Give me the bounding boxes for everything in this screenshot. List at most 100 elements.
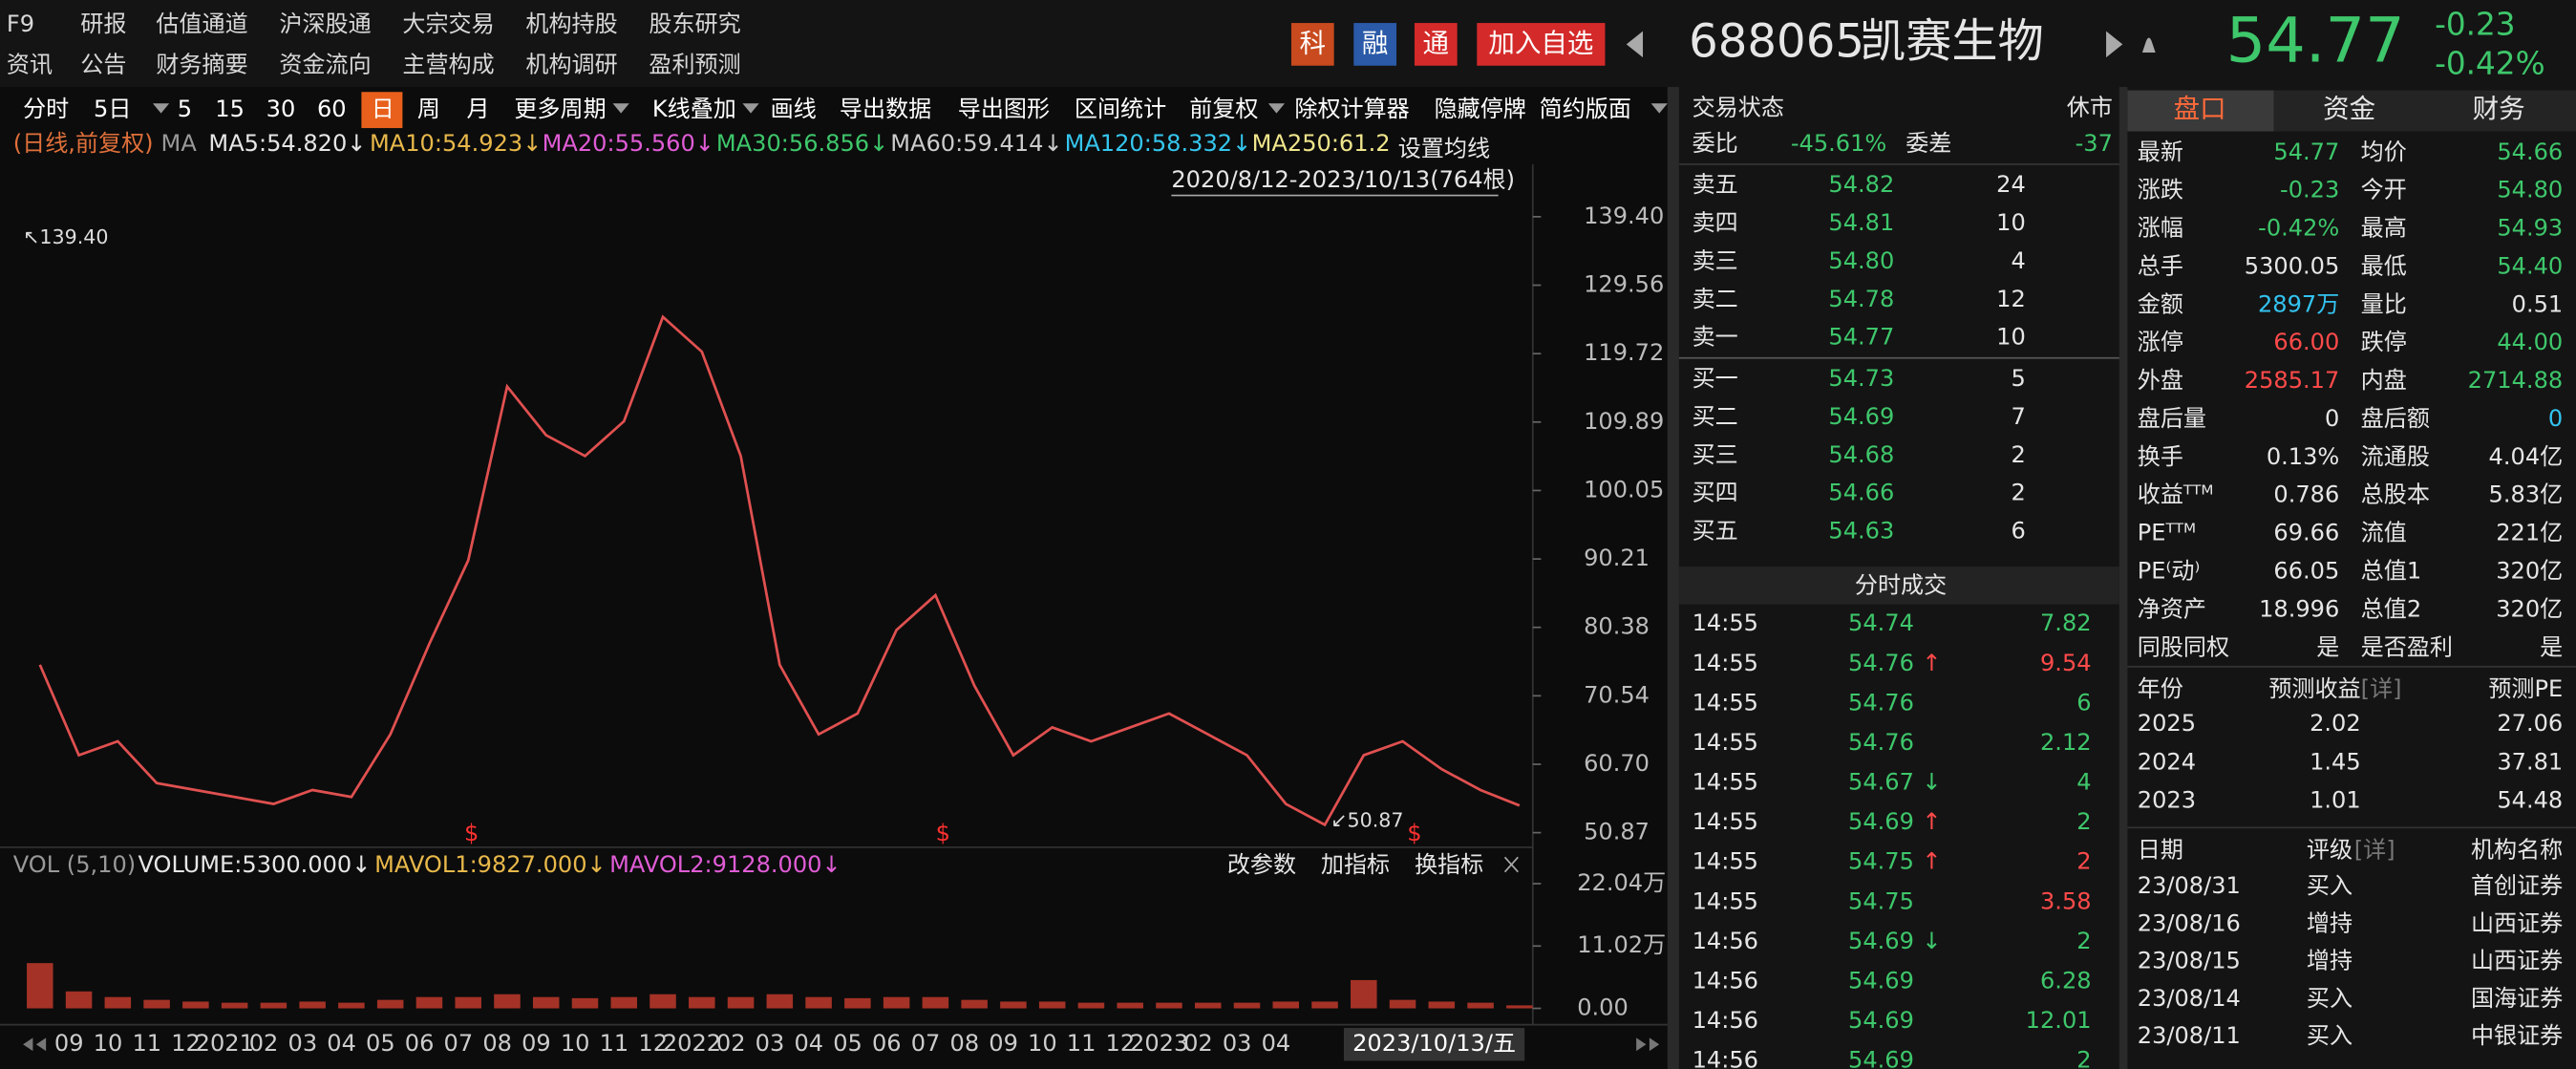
rating-broker: 国海证券 — [2471, 985, 2563, 1012]
toolbar-button[interactable]: 除权计算器 — [1294, 96, 1409, 122]
stat-value: 66.05 — [2273, 558, 2339, 585]
table-header: 日期 — [2138, 836, 2183, 863]
stat-value: 54.93 — [2497, 215, 2563, 242]
toolbar-button[interactable]: 周 — [417, 96, 440, 122]
scroll-right[interactable] — [1636, 1037, 1660, 1052]
x-tick-label: 2021 — [196, 1030, 254, 1057]
badge-bg[interactable] — [1290, 23, 1334, 66]
menu-item[interactable]: 资金流向 — [279, 52, 371, 78]
tick-price: 54.75 — [1848, 887, 1914, 914]
tick-time: 14:56 — [1692, 1047, 1758, 1069]
tab[interactable]: 资金 — [2323, 94, 2375, 124]
toolbar-button[interactable]: 前复权 — [1189, 96, 1258, 122]
dropdown-caret[interactable] — [1650, 103, 1668, 114]
toolbar-button[interactable]: K线叠加 — [652, 96, 736, 122]
tab[interactable]: 财务 — [2473, 94, 2525, 124]
toolbar-button[interactable]: 隐藏停牌 — [1435, 96, 1526, 122]
toolbar-button[interactable]: 30 — [266, 96, 296, 122]
x-tick-label: 02 — [1183, 1030, 1213, 1057]
x-tick-label: 2023 — [1130, 1030, 1188, 1057]
volume-bar — [494, 994, 521, 1009]
dropdown-caret[interactable] — [152, 103, 170, 114]
tick-time: 14:56 — [1692, 968, 1758, 994]
toolbar-button[interactable]: 5 — [178, 96, 192, 122]
stat-label: 流通股 — [2361, 443, 2430, 470]
toolbar-button[interactable]: 画线 — [771, 96, 817, 122]
scroll-left[interactable] — [23, 1037, 47, 1052]
menu-item[interactable]: 研报 — [80, 11, 126, 37]
ma-legend: MA — [161, 130, 198, 157]
menu-item[interactable]: 估值通道 — [156, 11, 247, 37]
menu-item[interactable]: F9 — [7, 11, 34, 37]
x-tick-label: 05 — [833, 1030, 862, 1057]
volume-legend: MAVOL2:9128.000↓ — [609, 851, 841, 878]
volume-bar — [883, 996, 910, 1009]
ma-legend: MA5:54.820↓ — [208, 130, 366, 157]
tick-price: 54.76 — [1848, 729, 1914, 756]
indicator-tool[interactable]: 改参数 — [1227, 851, 1296, 878]
menu-item[interactable]: 机构持股 — [525, 11, 617, 37]
dropdown-caret[interactable] — [612, 103, 629, 114]
badge[interactable]: 融 — [1362, 28, 1389, 58]
toolbar-button[interactable]: 5日 — [94, 96, 131, 122]
menu-item[interactable]: 股东研究 — [649, 11, 740, 37]
forecast-year: 2024 — [2138, 748, 2196, 775]
menu-item[interactable]: 大宗交易 — [402, 11, 494, 37]
prev-arrow[interactable] — [1626, 31, 1644, 58]
menu-item[interactable]: 公告 — [80, 52, 126, 78]
ma-legend: MA60:59.414↓ — [890, 130, 1062, 157]
set-ma-button[interactable]: 设置均线 — [1398, 135, 1490, 161]
badge[interactable]: 科 — [1300, 28, 1327, 58]
toolbar-button[interactable]: 分时 — [23, 96, 69, 122]
volume-bar — [338, 1002, 365, 1009]
alert-bell[interactable] — [2141, 37, 2156, 53]
dropdown-caret[interactable] — [1267, 103, 1286, 114]
toolbar-button[interactable]: 15 — [215, 96, 245, 122]
period-active[interactable] — [361, 92, 403, 129]
label: 交易状态 — [1692, 94, 1784, 120]
volume-legend: VOLUME:5300.000↓ — [138, 851, 371, 878]
ma-legend: MA10:54.923↓ — [370, 130, 542, 157]
badge-bg[interactable] — [1477, 23, 1606, 66]
volume-bar — [1117, 1002, 1143, 1009]
menu-item[interactable]: 主营构成 — [402, 52, 494, 78]
menu-item[interactable]: 机构调研 — [525, 52, 617, 78]
close-icon[interactable] — [1503, 856, 1519, 873]
x-tick-label: 03 — [288, 1030, 318, 1057]
toolbar-button[interactable]: 简约版面 — [1540, 96, 1631, 122]
book-price: 54.69 — [1828, 403, 1894, 430]
stat-label: 净资产 — [2138, 595, 2206, 622]
toolbar-button[interactable]: 区间统计 — [1075, 96, 1166, 122]
toolbar-button[interactable]: 60 — [317, 96, 347, 122]
indicator-tool[interactable]: 换指标 — [1415, 851, 1483, 878]
ma-legend: MA120:58.332↓ — [1065, 130, 1252, 157]
toolbar-button[interactable]: 更多周期 — [514, 96, 606, 122]
table-header: 评级 — [2307, 836, 2352, 863]
menu-item[interactable]: 财务摘要 — [156, 52, 247, 78]
badge-bg[interactable] — [1353, 23, 1397, 66]
x-tick-label: 09 — [522, 1030, 551, 1057]
tab[interactable]: 盘口 — [2174, 94, 2226, 124]
forecast-year: 2025 — [2138, 710, 2196, 737]
high-annotation: ↖139.40 — [23, 225, 108, 248]
dropdown-caret[interactable] — [742, 103, 759, 114]
toolbar-button[interactable]: 导出图形 — [958, 96, 1050, 122]
menu-item[interactable]: 沪深股通 — [279, 11, 371, 37]
menu-item[interactable]: 资讯 — [7, 52, 53, 78]
badge-bg[interactable] — [1414, 23, 1458, 66]
menu-item[interactable]: 盈利预测 — [649, 52, 740, 78]
event-marker: $ — [464, 820, 479, 846]
toolbar-button[interactable]: 导出数据 — [840, 96, 931, 122]
tick-volume: 2 — [2076, 928, 2091, 954]
table-header: [详] — [2361, 675, 2402, 702]
badge[interactable]: 加入自选 — [1488, 28, 1593, 58]
badge[interactable]: 通 — [1423, 28, 1450, 58]
toolbar-button[interactable]: 日 — [372, 96, 394, 122]
indicator-tool[interactable]: 加指标 — [1321, 851, 1390, 878]
tick-arrow: ↑ — [1922, 650, 1941, 676]
next-arrow[interactable] — [2106, 31, 2123, 58]
volume-bar — [961, 999, 988, 1009]
forecast-eps: 1.45 — [2310, 748, 2361, 775]
toolbar-button[interactable]: 月 — [466, 96, 489, 122]
book-volume: 6 — [2011, 518, 2025, 545]
